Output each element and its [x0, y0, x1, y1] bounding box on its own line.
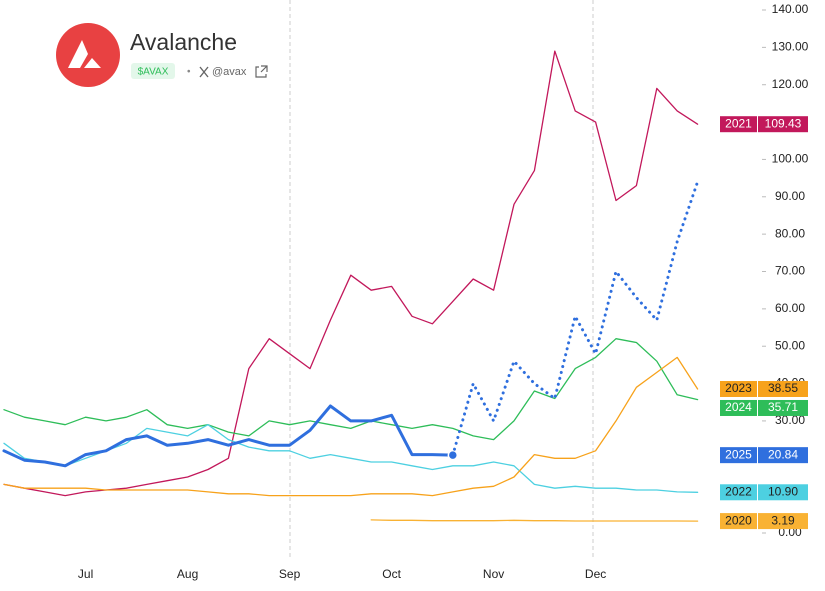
handle[interactable]: @avax — [212, 66, 247, 78]
series-line — [3, 50, 699, 497]
value-label: 3.19 — [771, 513, 795, 527]
x-tick-label: Nov — [483, 567, 504, 581]
series-line — [370, 519, 699, 522]
legend-label: 2023 — [725, 381, 752, 395]
series-line — [3, 424, 699, 493]
series-line — [3, 356, 699, 497]
x-tick-label: Sep — [279, 567, 301, 581]
x-tick-label: Jul — [78, 567, 93, 581]
x-tick-label: Aug — [177, 567, 198, 581]
legend-swatch — [720, 380, 757, 397]
y-tick-label: 120.00 — [772, 77, 809, 91]
y-tick-label: 30.00 — [775, 413, 805, 427]
legend-swatch — [720, 116, 757, 133]
value-label: 20.84 — [768, 447, 798, 461]
y-tick-label: 70.00 — [775, 264, 805, 278]
series-line — [2, 404, 455, 468]
legend-label: 2020 — [725, 513, 752, 527]
legend-swatch — [720, 399, 757, 416]
external-link[interactable] — [255, 65, 268, 78]
y-tick-label: 50.00 — [775, 338, 805, 352]
legend-swatch — [720, 513, 757, 530]
value-box — [758, 380, 808, 397]
ticker-badge — [131, 63, 175, 79]
y-tick-label: 60.00 — [775, 301, 805, 315]
y-tick-label: 130.00 — [772, 40, 809, 54]
value-label: 35.71 — [768, 400, 798, 414]
logo-mark — [68, 40, 101, 68]
value-box — [758, 513, 808, 530]
ticker: $AVAX — [138, 67, 169, 78]
series-line — [3, 338, 699, 441]
value-label: 109.43 — [765, 116, 802, 130]
value-box — [758, 399, 808, 416]
value-label: 10.90 — [768, 484, 798, 498]
legend-swatch — [720, 447, 757, 464]
y-tick-label: 100.00 — [772, 152, 809, 166]
y-tick-label: 140.00 — [772, 2, 809, 16]
end-labels: 2021 109.43 2023 38.55 2024 35.71 2025 20.84 202… — [720, 116, 808, 530]
y-tick-label: 80.00 — [775, 226, 805, 240]
header: Avalanche $AVAX • @avax — [56, 23, 268, 87]
x-tick-label: Oct — [382, 567, 401, 581]
value-box — [758, 447, 808, 464]
legend-label: 2025 — [725, 447, 752, 461]
legend-label: 2021 — [725, 116, 752, 130]
y-tick-label: 90.00 — [775, 189, 805, 203]
x-icon — [199, 66, 209, 78]
logo — [56, 23, 120, 87]
x-tick-label: Dec — [585, 567, 606, 581]
legend-swatch — [720, 484, 757, 501]
legend-label: 2022 — [725, 484, 752, 498]
series-line — [451, 180, 700, 457]
separator: • — [187, 67, 191, 78]
title: Avalanche — [130, 29, 237, 55]
value-label: 38.55 — [768, 381, 798, 395]
plot-area: 0.0010.0020.0030.0040.0050.0060.0070.008… — [2, 2, 809, 581]
value-box — [758, 484, 808, 501]
value-box — [758, 116, 808, 133]
legend-label: 2024 — [725, 400, 752, 414]
